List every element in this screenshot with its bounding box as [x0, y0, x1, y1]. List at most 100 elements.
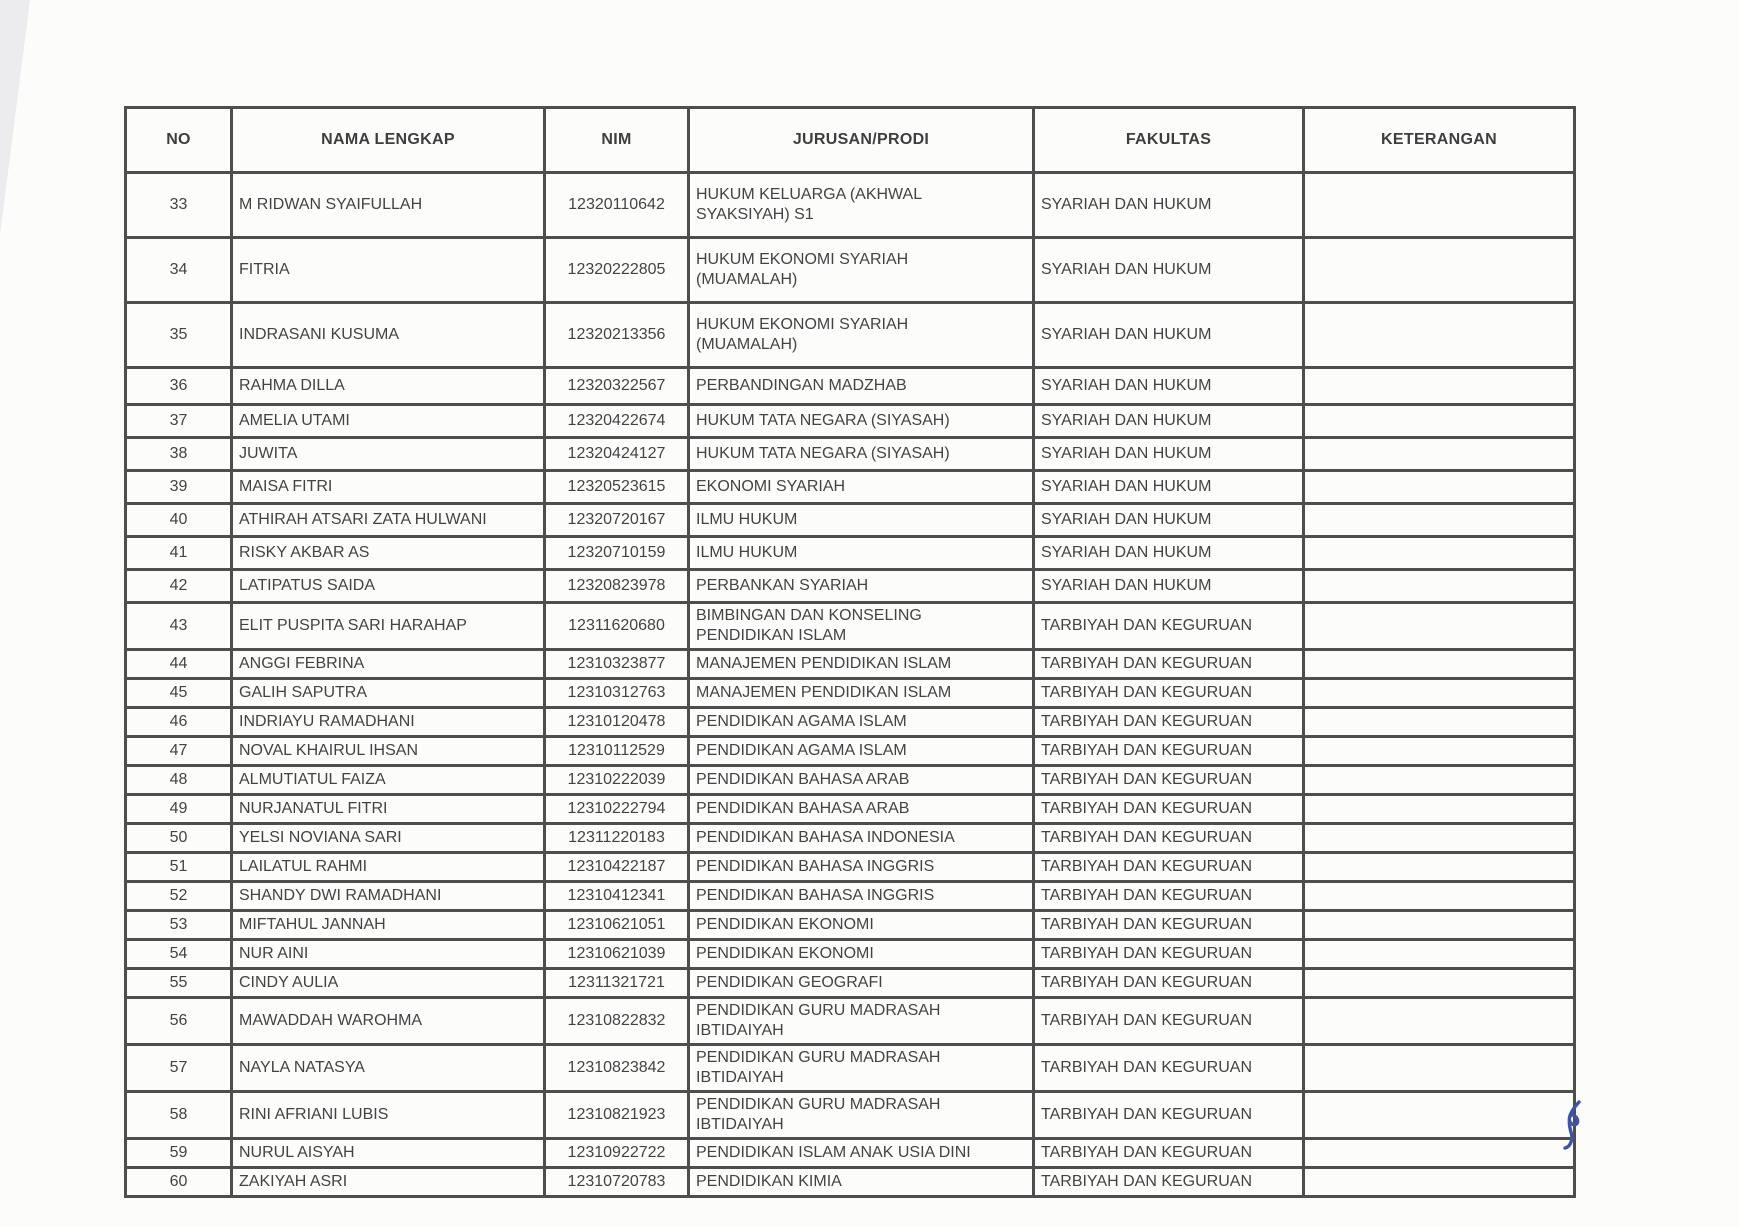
table-row: 59 NURUL AISYAH 12310922722 PENDIDIKAN ISLA…: [124, 1137, 1576, 1169]
cell-nim: 12320322567: [543, 366, 690, 406]
cell-nim: 12310222039: [543, 764, 690, 796]
cell-fakultas: TARBIYAH DAN KEGURUAN: [1032, 1090, 1305, 1140]
cell-fakultas: SYARIAH DAN HUKUM: [1032, 403, 1305, 439]
cell-fakultas: TARBIYAH DAN KEGURUAN: [1032, 909, 1305, 941]
cell-jurusan: ILMU HUKUM: [687, 535, 1035, 571]
table-header: NO NAMA LENGKAP NIM JURUSAN/PRODI FAKULTAS KE…: [124, 106, 1576, 174]
cell-nama: SHANDY DWI RAMADHANI: [230, 880, 546, 912]
cell-keterangan: [1302, 793, 1576, 825]
cell-nim: 12320424127: [543, 436, 690, 472]
cell-jurusan: ILMU HUKUM: [687, 502, 1035, 538]
cell-fakultas: SYARIAH DAN HUKUM: [1032, 301, 1305, 369]
table-row: 50 YELSI NOVIANA SARI 12311220183 PENDIDIKA…: [124, 822, 1576, 854]
table-row: 36 RAHMA DILLA 12320322567 PERBANDINGAN MAD…: [124, 366, 1576, 406]
cell-no: 34: [124, 236, 233, 304]
cell-no: 47: [124, 735, 233, 767]
cell-no: 38: [124, 436, 233, 472]
table-row: 48 ALMUTIATUL FAIZA 12310222039 PENDIDIKAN …: [124, 764, 1576, 796]
cell-nama: JUWITA: [230, 436, 546, 472]
cell-fakultas: TARBIYAH DAN KEGURUAN: [1032, 1137, 1305, 1169]
cell-no: 41: [124, 535, 233, 571]
table-row: 42 LATIPATUS SAIDA 12320823978 PERBANKAN SY…: [124, 568, 1576, 604]
cell-keterangan: [1302, 301, 1576, 369]
cell-no: 33: [124, 171, 233, 239]
cell-nama: RINI AFRIANI LUBIS: [230, 1090, 546, 1140]
cell-nim: 12310621039: [543, 938, 690, 970]
cell-keterangan: [1302, 938, 1576, 970]
table-row: 44 ANGGI FEBRINA 12310323877 MANAJEMEN PEND…: [124, 648, 1576, 680]
table-row: 40 ATHIRAH ATSARI ZATA HULWANI 12320720167…: [124, 502, 1576, 538]
cell-nama: NAYLA NATASYA: [230, 1043, 546, 1093]
cell-fakultas: TARBIYAH DAN KEGURUAN: [1032, 1166, 1305, 1198]
cell-jurusan: HUKUM KELUARGA (AKHWAL SYAKSIYAH) S1: [687, 171, 1035, 239]
cell-jurusan: MANAJEMEN PENDIDIKAN ISLAM: [687, 677, 1035, 709]
cell-no: 42: [124, 568, 233, 604]
cell-nama: LATIPATUS SAIDA: [230, 568, 546, 604]
cell-keterangan: [1302, 502, 1576, 538]
cell-nama: NURJANATUL FITRI: [230, 793, 546, 825]
cell-fakultas: TARBIYAH DAN KEGURUAN: [1032, 601, 1305, 651]
cell-nim: 12320710159: [543, 535, 690, 571]
cell-no: 48: [124, 764, 233, 796]
cell-fakultas: TARBIYAH DAN KEGURUAN: [1032, 851, 1305, 883]
cell-jurusan: PENDIDIKAN EKONOMI: [687, 938, 1035, 970]
table-row: 34 FITRIA 12320222805 HUKUM EKONOMI SYARIAH…: [124, 236, 1576, 304]
student-table: NO NAMA LENGKAP NIM JURUSAN/PRODI FAKULTAS KE…: [124, 106, 1576, 1198]
cell-nama: ELIT PUSPITA SARI HARAHAP: [230, 601, 546, 651]
cell-no: 49: [124, 793, 233, 825]
cell-no: 39: [124, 469, 233, 505]
pen-mark-ink-squiggle: [1563, 1100, 1581, 1150]
cell-nama: MAWADDAH WAROHMA: [230, 996, 546, 1046]
cell-nama: RISKY AKBAR AS: [230, 535, 546, 571]
cell-nim: 12310112529: [543, 735, 690, 767]
header-nama: NAMA LENGKAP: [230, 106, 546, 174]
cell-no: 35: [124, 301, 233, 369]
cell-nim: 12310422187: [543, 851, 690, 883]
cell-nim: 12320110642: [543, 171, 690, 239]
cell-nim: 12310821923: [543, 1090, 690, 1140]
cell-no: 52: [124, 880, 233, 912]
cell-no: 54: [124, 938, 233, 970]
cell-nama: INDRASANI KUSUMA: [230, 301, 546, 369]
cell-fakultas: TARBIYAH DAN KEGURUAN: [1032, 996, 1305, 1046]
cell-nama: INDRIAYU RAMADHANI: [230, 706, 546, 738]
cell-fakultas: TARBIYAH DAN KEGURUAN: [1032, 764, 1305, 796]
cell-keterangan: [1302, 909, 1576, 941]
cell-jurusan: HUKUM EKONOMI SYARIAH (MUAMALAH): [687, 301, 1035, 369]
cell-jurusan: PENDIDIKAN GURU MADRASAH IBTIDAIYAH: [687, 996, 1035, 1046]
cell-nama: CINDY AULIA: [230, 967, 546, 999]
cell-nim: 12320422674: [543, 403, 690, 439]
cell-jurusan: PENDIDIKAN BAHASA INGGRIS: [687, 851, 1035, 883]
cell-fakultas: TARBIYAH DAN KEGURUAN: [1032, 1043, 1305, 1093]
header-jurusan: JURUSAN/PRODI: [687, 106, 1035, 174]
cell-keterangan: [1302, 1043, 1576, 1093]
table-row: 38 JUWITA 12320424127 HUKUM TATA NEGARA (SI…: [124, 436, 1576, 472]
cell-jurusan: PENDIDIKAN AGAMA ISLAM: [687, 706, 1035, 738]
cell-jurusan: HUKUM TATA NEGARA (SIYASAH): [687, 403, 1035, 439]
cell-nim: 12320720167: [543, 502, 690, 538]
cell-nim: 12310120478: [543, 706, 690, 738]
pen-stroke: [1563, 1100, 1581, 1150]
cell-fakultas: TARBIYAH DAN KEGURUAN: [1032, 677, 1305, 709]
scan-corner-artifact: [0, 0, 30, 235]
header-fakultas: FAKULTAS: [1032, 106, 1305, 174]
cell-jurusan: EKONOMI SYARIAH: [687, 469, 1035, 505]
cell-jurusan: PENDIDIKAN KIMIA: [687, 1166, 1035, 1198]
cell-nim: 12310922722: [543, 1137, 690, 1169]
table-row: 46 INDRIAYU RAMADHANI 12310120478 PENDIDIKA…: [124, 706, 1576, 738]
table-row: 56 MAWADDAH WAROHMA 12310822832 PENDIDIKAN …: [124, 996, 1576, 1046]
cell-keterangan: [1302, 996, 1576, 1046]
cell-keterangan: [1302, 706, 1576, 738]
cell-jurusan: PENDIDIKAN BAHASA INDONESIA: [687, 822, 1035, 854]
cell-fakultas: SYARIAH DAN HUKUM: [1032, 236, 1305, 304]
cell-nama: MIFTAHUL JANNAH: [230, 909, 546, 941]
cell-jurusan: PERBANDINGAN MADZHAB: [687, 366, 1035, 406]
cell-nim: 12310323877: [543, 648, 690, 680]
cell-nim: 12310822832: [543, 996, 690, 1046]
cell-jurusan: PENDIDIKAN ISLAM ANAK USIA DINI: [687, 1137, 1035, 1169]
table-row: 39 MAISA FITRI 12320523615 EKONOMI SYARIAH S…: [124, 469, 1576, 505]
table-row: 54 NUR AINI 12310621039 PENDIDIKAN EKONOMI T…: [124, 938, 1576, 970]
cell-fakultas: TARBIYAH DAN KEGURUAN: [1032, 648, 1305, 680]
cell-fakultas: TARBIYAH DAN KEGURUAN: [1032, 938, 1305, 970]
